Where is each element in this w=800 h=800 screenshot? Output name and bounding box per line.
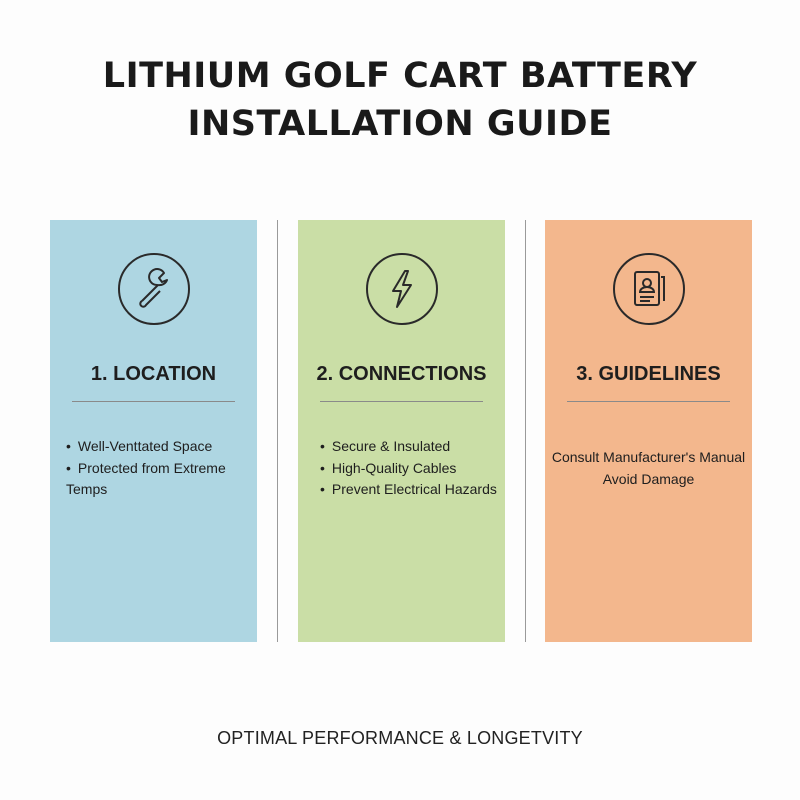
- panel-heading: 3. GUIDELINES: [576, 363, 721, 385]
- wrench-icon: [117, 253, 190, 325]
- panel-heading: 1. LOCATION: [90, 363, 217, 385]
- footer-tagline: OPTIMAL PERFORMANCE & LONGETVITY: [217, 728, 583, 748]
- page-title: LITHIUM GOLF CART BATTERY INSTALLATION G…: [0, 52, 800, 148]
- panel-guidelines: 3. GUIDELINES Consult Manufacturer's Man…: [545, 220, 752, 642]
- bullet-list: Secure & Insulated High-Quality Cables P…: [320, 436, 497, 501]
- bullet-list: Well-Venttated Space Protected from Extr…: [66, 436, 257, 501]
- divider-line: [72, 401, 235, 402]
- panel-connections: 2. CONNECTIONS Secure & Insulated High-Q…: [298, 220, 505, 642]
- guideline-line: Consult Manufacturer's Manual: [551, 449, 746, 465]
- list-item: Protected from Extreme Temps: [66, 458, 257, 501]
- title-line-2: INSTALLATION GUIDE: [187, 104, 613, 144]
- panel-location: 1. LOCATION Well-Venttated Space Protect…: [50, 220, 257, 642]
- divider-line: [320, 401, 483, 402]
- list-item: Well-Venttated Space: [66, 436, 257, 458]
- divider-line: [567, 401, 730, 402]
- lightning-bolt-icon: [365, 253, 438, 325]
- list-item: Prevent Electrical Hazards: [320, 479, 497, 501]
- title-line-1: LITHIUM GOLF CART BATTERY: [102, 56, 698, 96]
- panel-heading: 2. CONNECTIONS: [316, 363, 487, 385]
- column-divider: [277, 220, 278, 642]
- document-profile-icon: [612, 253, 685, 325]
- list-item: High-Quality Cables: [320, 458, 497, 480]
- guideline-text: Consult Manufacturer's Manual Avoid Dama…: [545, 446, 752, 490]
- list-item: Secure & Insulated: [320, 436, 497, 458]
- guideline-line: Avoid Damage: [602, 471, 695, 487]
- column-divider: [525, 220, 526, 642]
